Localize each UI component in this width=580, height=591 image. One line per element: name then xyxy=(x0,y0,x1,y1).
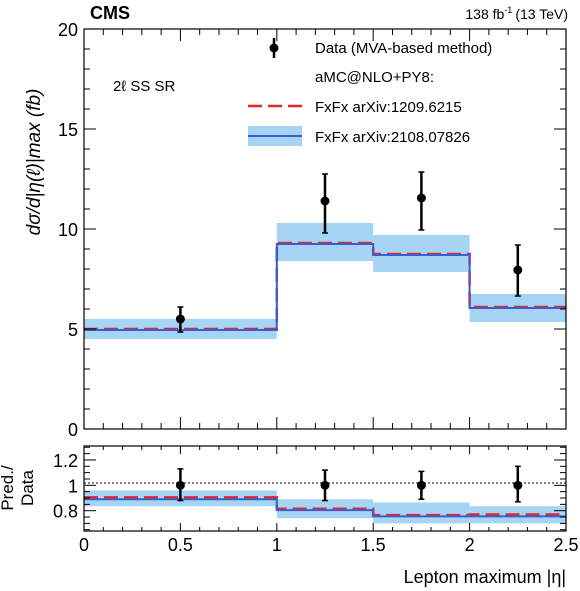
ratio-x-tick-label: 0 xyxy=(79,535,89,555)
ratio-x-tick-label: 2.5 xyxy=(553,535,578,555)
legend: Data (MVA-based method) aMC@NLO+PY8: FxF… xyxy=(248,38,492,146)
luminosity-label: 138 fb-1 (13 TeV) xyxy=(465,5,568,22)
experiment-label: CMS xyxy=(90,3,130,23)
ratio-data-point-3 xyxy=(513,480,523,490)
main-y-tick-label: 0 xyxy=(68,420,78,440)
ratio-fxfx2-line xyxy=(84,498,566,518)
legend-generator-label: aMC@NLO+PY8: xyxy=(315,69,434,86)
ratio-data-point-2 xyxy=(416,480,426,490)
ratio-x-tick-label: 1 xyxy=(272,535,282,555)
main-y-tick-label: 20 xyxy=(58,20,78,40)
main-y-tick-label: 10 xyxy=(58,220,78,240)
main-y-tick-label: 15 xyxy=(58,120,78,140)
x-axis-label: Lepton maximum |η| xyxy=(404,567,566,587)
ratio-y-tick-label: 1.2 xyxy=(53,451,78,471)
legend-fxfx2-label: FxFx arXiv:2108.07826 xyxy=(315,129,470,146)
main-fxfx2-line xyxy=(84,243,566,331)
ratio-frame xyxy=(83,445,567,532)
main-data-point-3 xyxy=(513,265,523,275)
main-y-axis-label: dσ/d|η(ℓ)|max (fb) xyxy=(24,89,45,236)
ratio-y-tick-label: 0.8 xyxy=(53,502,78,522)
ratio-x-tick-label: 2 xyxy=(465,535,475,555)
region-label: 2ℓ SS SR xyxy=(113,78,176,95)
ratio-data-point-1 xyxy=(320,480,330,490)
ratio-band-bin-2 xyxy=(373,502,470,524)
ratio-x-tick-label: 1.5 xyxy=(361,535,386,555)
ratio-y-axis-label: Pred./Data xyxy=(0,465,37,511)
main-data-point-0 xyxy=(175,314,185,324)
ratio-y-axis-label-line1: Pred./ xyxy=(0,465,17,511)
legend-data-marker xyxy=(269,43,279,53)
legend-data-label: Data (MVA-based method) xyxy=(315,40,492,57)
main-data-point-1 xyxy=(320,196,330,206)
ratio-data-point-0 xyxy=(175,480,185,490)
main-panel: 0 5 10 15 20 dσ/d|η(ℓ)|max (fb) xyxy=(24,20,567,440)
legend-fxfx1-label: FxFx arXiv:1209.6215 xyxy=(315,99,462,116)
main-y-tick-label: 5 xyxy=(68,320,78,340)
ratio-y-tick-label: 1 xyxy=(68,476,78,496)
main-data-point-2 xyxy=(416,193,426,203)
ratio-x-tick-label: 0.5 xyxy=(168,535,193,555)
ratio-panel: 0.8 1 1.2 0 0.5 1 1.5 2 2.5 Pred./Data Lepton ma… xyxy=(0,445,579,587)
ratio-y-axis-label-line2: Data xyxy=(18,470,37,506)
